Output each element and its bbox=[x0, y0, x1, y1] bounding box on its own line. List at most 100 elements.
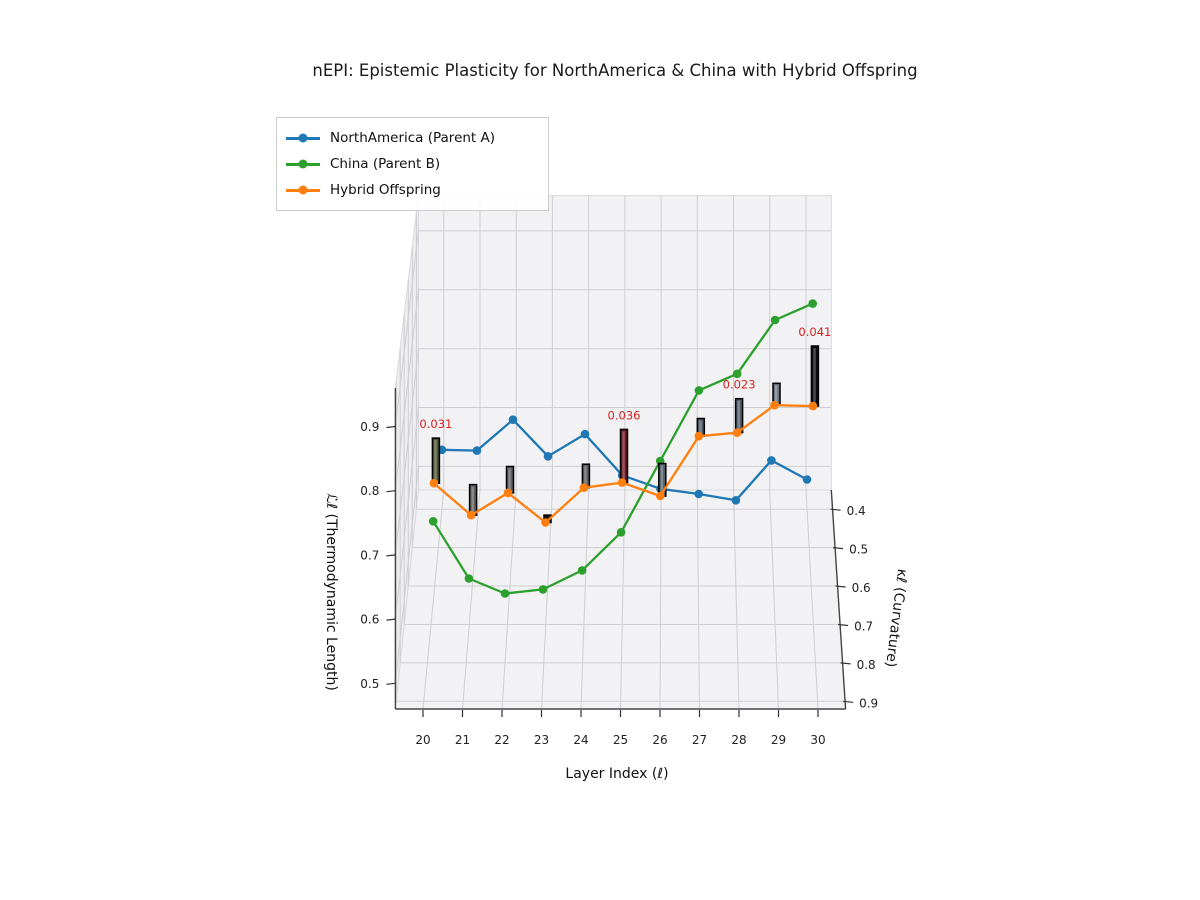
marker-northamerica-parent-a bbox=[694, 489, 703, 499]
z-tick-label: 0.5 bbox=[360, 677, 379, 691]
marker-northamerica-parent-a bbox=[731, 496, 741, 505]
x-tick-label: 20 bbox=[415, 733, 430, 747]
z-tick-label: 0.8 bbox=[360, 484, 379, 498]
y-tick-label: 0.8 bbox=[857, 658, 876, 672]
legend-item-label: China (Parent B) bbox=[330, 156, 441, 172]
y-tick bbox=[840, 662, 851, 665]
grid-floor-x bbox=[769, 489, 779, 710]
legend-marker-dot bbox=[298, 185, 308, 195]
nepi-bar-highlight bbox=[434, 440, 437, 482]
y-axis-spine bbox=[830, 489, 847, 710]
marker-china-parent-b bbox=[428, 517, 438, 526]
legend-marker-dot bbox=[298, 133, 308, 143]
marker-hybrid-offspring bbox=[770, 400, 779, 410]
x-tick-label: 26 bbox=[652, 733, 667, 747]
y-tick-label: 0.6 bbox=[852, 581, 871, 595]
y-tick bbox=[830, 508, 841, 511]
marker-northamerica-parent-a bbox=[802, 475, 812, 484]
marker-china-parent-b bbox=[500, 589, 510, 598]
grid-floor-x bbox=[462, 489, 481, 710]
grid-left-z bbox=[394, 348, 419, 555]
marker-northamerica-parent-a bbox=[580, 429, 590, 439]
legend-marker-dot bbox=[298, 159, 308, 169]
z-tick-label: 0.9 bbox=[360, 420, 379, 434]
marker-china-parent-b bbox=[808, 299, 817, 308]
marker-china-parent-b bbox=[694, 386, 704, 395]
marker-hybrid-offspring bbox=[617, 478, 627, 487]
marker-hybrid-offspring bbox=[541, 518, 550, 527]
marker-china-parent-b bbox=[538, 585, 548, 594]
marker-hybrid-offspring bbox=[466, 510, 476, 520]
grid-left-z bbox=[394, 407, 419, 620]
z-tick-label: 0.7 bbox=[360, 548, 379, 562]
x-tick-label: 25 bbox=[613, 733, 628, 747]
x-tick-label: 22 bbox=[494, 733, 509, 747]
marker-hybrid-offspring bbox=[808, 401, 818, 411]
legend-line-swatch bbox=[286, 185, 320, 195]
x-tick-label: 30 bbox=[810, 733, 825, 747]
nepi-bar-highlight bbox=[699, 420, 702, 435]
grid-floor-x bbox=[541, 489, 553, 710]
grid-floor-x bbox=[501, 489, 517, 710]
nepi-bar-highlight bbox=[813, 348, 816, 405]
legend-item-label: Hybrid Offspring bbox=[330, 182, 441, 198]
z-tick bbox=[386, 618, 396, 621]
marker-hybrid-offspring bbox=[503, 488, 513, 498]
grid-floor-x bbox=[696, 489, 700, 710]
y-tick-label: 0.5 bbox=[849, 543, 868, 557]
y-tick bbox=[835, 585, 846, 588]
marker-hybrid-offspring bbox=[656, 491, 665, 501]
x-tick-label: 23 bbox=[534, 733, 549, 747]
legend-item: Hybrid Offspring bbox=[286, 177, 538, 203]
marker-northamerica-parent-a bbox=[767, 456, 776, 465]
marker-northamerica-parent-a bbox=[508, 415, 518, 425]
grid-floor-x bbox=[805, 489, 819, 710]
legend-item: NorthAmerica (Parent A) bbox=[286, 125, 538, 151]
nepi-annotation: 0.023 bbox=[723, 378, 756, 392]
y-tick-label: 0.4 bbox=[847, 504, 866, 518]
marker-china-parent-b bbox=[770, 315, 780, 325]
legend-item-label: NorthAmerica (Parent A) bbox=[330, 130, 496, 146]
x-tick-label: 28 bbox=[731, 733, 746, 747]
marker-northamerica-parent-a bbox=[472, 446, 482, 455]
marker-china-parent-b bbox=[577, 566, 587, 575]
marker-china-parent-b bbox=[732, 369, 742, 379]
nepi-bar-highlight bbox=[737, 400, 740, 431]
y-tick-label: 0.9 bbox=[859, 696, 878, 710]
marker-china-parent-b bbox=[464, 574, 474, 583]
grid-floor-x bbox=[733, 489, 740, 710]
nepi-bar-highlight bbox=[660, 465, 664, 495]
legend-box: NorthAmerica (Parent A) China (Parent B) H… bbox=[276, 117, 549, 211]
z-tick bbox=[386, 490, 396, 493]
marker-hybrid-offspring bbox=[694, 431, 704, 441]
y-tick bbox=[838, 623, 849, 627]
grid-left-z bbox=[394, 466, 419, 684]
marker-china-parent-b bbox=[616, 528, 626, 537]
nepi-annotation: 0.041 bbox=[798, 325, 831, 339]
legend-line-swatch bbox=[286, 159, 320, 169]
grid-floor-x bbox=[580, 489, 590, 710]
marker-hybrid-offspring bbox=[732, 428, 742, 438]
x-tick-label: 24 bbox=[573, 733, 588, 747]
grid-floor-x bbox=[659, 489, 662, 710]
grid-floor-x bbox=[422, 489, 445, 710]
grid-left-z bbox=[394, 289, 419, 491]
grid-left-z bbox=[394, 230, 419, 427]
nepi-bar-highlight bbox=[471, 486, 474, 514]
y-tick bbox=[833, 547, 844, 550]
chart-title: nEPI: Epistemic Plasticity for NorthAmer… bbox=[312, 61, 918, 80]
x-tick-label: 29 bbox=[771, 733, 786, 747]
x-tick-label: 27 bbox=[692, 733, 707, 747]
z-tick bbox=[386, 554, 396, 557]
marker-northamerica-parent-a bbox=[543, 452, 553, 461]
legend-item: China (Parent B) bbox=[286, 151, 538, 177]
nepi-annotation: 0.036 bbox=[608, 408, 641, 422]
nepi-bar-highlight bbox=[584, 466, 587, 486]
x-tick-label: 21 bbox=[455, 733, 470, 747]
nepi-annotation: 0.031 bbox=[419, 417, 452, 431]
x-axis-label: Layer Index (ℓ) bbox=[565, 766, 669, 782]
marker-hybrid-offspring bbox=[429, 478, 439, 488]
pane-floor bbox=[394, 489, 847, 710]
